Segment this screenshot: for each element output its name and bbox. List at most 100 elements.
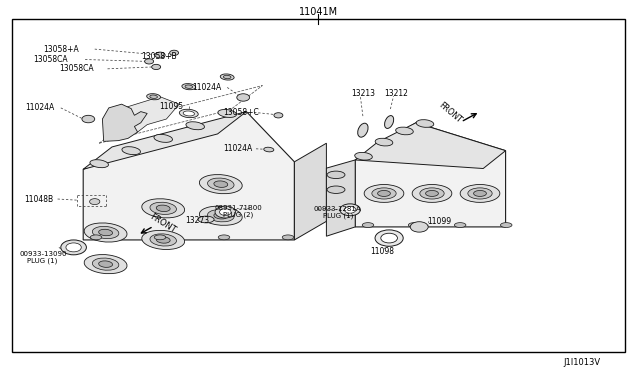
- Ellipse shape: [218, 235, 230, 240]
- Ellipse shape: [468, 188, 492, 199]
- Ellipse shape: [282, 235, 294, 240]
- Text: 13213: 13213: [351, 89, 375, 98]
- Ellipse shape: [90, 235, 102, 240]
- Text: J1I1013V: J1I1013V: [564, 358, 601, 367]
- Polygon shape: [326, 160, 355, 236]
- Text: FRONT: FRONT: [436, 100, 463, 125]
- Ellipse shape: [183, 111, 195, 116]
- Ellipse shape: [179, 109, 198, 118]
- Text: 11098: 11098: [370, 247, 394, 256]
- Ellipse shape: [358, 123, 368, 137]
- Circle shape: [381, 233, 397, 243]
- Ellipse shape: [207, 210, 234, 222]
- Circle shape: [344, 206, 356, 213]
- Circle shape: [220, 209, 231, 215]
- Circle shape: [410, 222, 428, 232]
- Ellipse shape: [364, 185, 404, 202]
- Ellipse shape: [150, 234, 177, 246]
- Ellipse shape: [372, 188, 396, 199]
- Text: FRONT: FRONT: [148, 212, 178, 235]
- Ellipse shape: [99, 261, 113, 267]
- Ellipse shape: [220, 74, 234, 80]
- Text: 13058CA: 13058CA: [33, 55, 68, 64]
- Ellipse shape: [327, 171, 345, 179]
- Text: 11048B: 11048B: [24, 195, 54, 203]
- Text: 13058+B: 13058+B: [141, 52, 177, 61]
- Ellipse shape: [150, 202, 177, 214]
- Ellipse shape: [454, 222, 466, 227]
- Circle shape: [375, 230, 403, 246]
- Ellipse shape: [200, 206, 242, 225]
- Circle shape: [61, 240, 86, 255]
- Text: 00933-1281A: 00933-1281A: [314, 206, 361, 212]
- Text: PLUG (1): PLUG (1): [323, 212, 353, 219]
- Text: 13273: 13273: [186, 216, 210, 225]
- Circle shape: [274, 113, 283, 118]
- Ellipse shape: [426, 190, 438, 196]
- Ellipse shape: [142, 199, 184, 218]
- Ellipse shape: [474, 190, 486, 196]
- Ellipse shape: [90, 160, 109, 168]
- Circle shape: [66, 243, 81, 252]
- Circle shape: [340, 204, 360, 216]
- Ellipse shape: [92, 258, 119, 270]
- Ellipse shape: [408, 222, 420, 227]
- Polygon shape: [102, 104, 147, 141]
- Text: 13058CA: 13058CA: [59, 64, 93, 73]
- Ellipse shape: [412, 185, 452, 202]
- Ellipse shape: [150, 95, 157, 99]
- Ellipse shape: [385, 116, 394, 128]
- Ellipse shape: [186, 122, 205, 130]
- Ellipse shape: [355, 153, 372, 160]
- Bar: [12, 19, 625, 352]
- Ellipse shape: [99, 229, 113, 236]
- Ellipse shape: [154, 235, 166, 240]
- Ellipse shape: [362, 222, 374, 227]
- Text: 11095: 11095: [159, 102, 183, 110]
- Polygon shape: [109, 97, 179, 134]
- Polygon shape: [83, 112, 294, 240]
- Ellipse shape: [214, 181, 228, 187]
- Text: 08931-71B00: 08931-71B00: [214, 205, 262, 211]
- Ellipse shape: [185, 85, 193, 89]
- Ellipse shape: [375, 138, 393, 146]
- Circle shape: [170, 50, 179, 55]
- Circle shape: [152, 64, 161, 70]
- Ellipse shape: [416, 120, 434, 127]
- Circle shape: [215, 206, 236, 218]
- Circle shape: [82, 115, 95, 123]
- Ellipse shape: [147, 94, 161, 100]
- Ellipse shape: [92, 227, 119, 238]
- Text: PLUG (2): PLUG (2): [223, 212, 253, 218]
- Ellipse shape: [214, 212, 228, 219]
- Text: 13058+A: 13058+A: [44, 45, 79, 54]
- Text: 13212: 13212: [384, 89, 408, 98]
- Text: 11024A: 11024A: [26, 103, 55, 112]
- Ellipse shape: [264, 147, 274, 152]
- Ellipse shape: [207, 178, 234, 190]
- Ellipse shape: [378, 190, 390, 196]
- Ellipse shape: [420, 188, 444, 199]
- Text: 00933-13090: 00933-13090: [19, 251, 67, 257]
- Ellipse shape: [327, 186, 345, 193]
- Ellipse shape: [84, 223, 127, 242]
- Circle shape: [155, 52, 165, 58]
- Ellipse shape: [500, 222, 512, 227]
- Ellipse shape: [84, 254, 127, 274]
- Polygon shape: [83, 112, 246, 169]
- Polygon shape: [355, 123, 506, 169]
- Ellipse shape: [460, 185, 500, 202]
- Ellipse shape: [142, 230, 184, 250]
- Ellipse shape: [396, 127, 413, 135]
- Circle shape: [237, 94, 250, 101]
- Text: PLUG (1): PLUG (1): [27, 257, 57, 264]
- Polygon shape: [355, 123, 506, 227]
- Text: 11041M: 11041M: [298, 7, 338, 17]
- Ellipse shape: [198, 216, 214, 223]
- Circle shape: [145, 59, 154, 64]
- Text: 11024A: 11024A: [223, 144, 252, 153]
- Ellipse shape: [218, 109, 237, 118]
- Ellipse shape: [182, 84, 196, 90]
- Ellipse shape: [156, 237, 170, 243]
- Ellipse shape: [223, 75, 231, 79]
